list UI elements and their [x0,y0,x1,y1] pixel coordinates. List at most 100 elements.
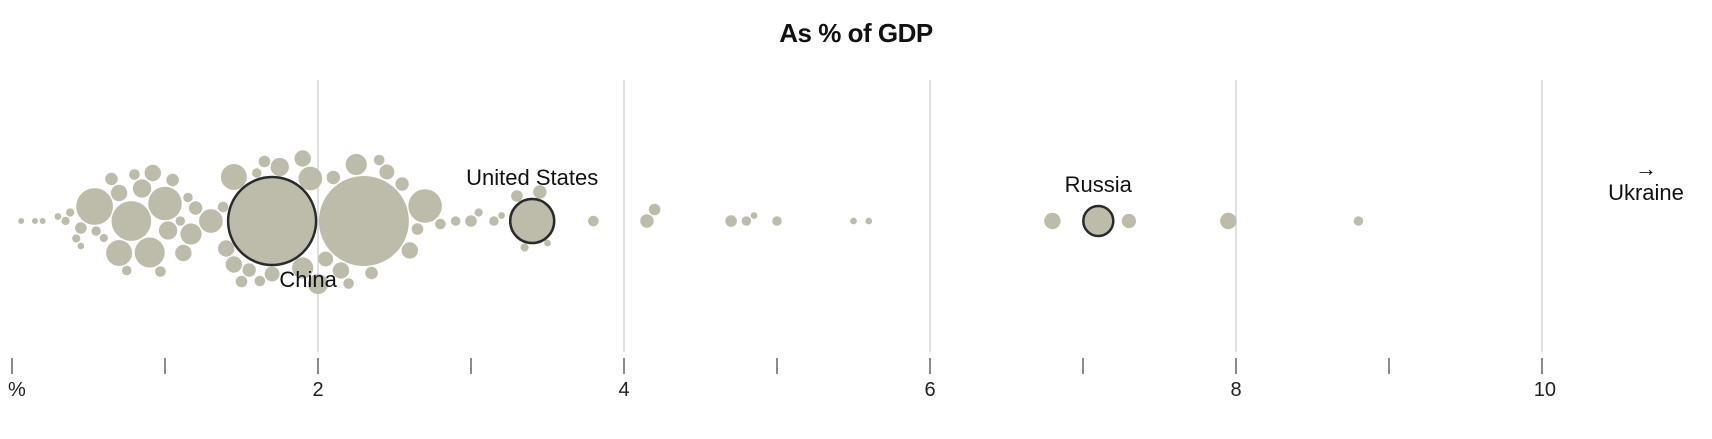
grid-lines [317,80,1543,352]
data-point [132,179,152,198]
data-point [298,166,323,191]
axis-tick-label: 2 [312,379,323,401]
label-china: China [279,267,337,292]
data-point [401,242,419,259]
data-point [66,208,75,217]
data-point [252,168,262,178]
chart-title: As % of GDP [779,18,933,48]
data-point [1044,212,1061,230]
data-point [72,234,81,243]
data-point [99,233,108,243]
data-point [850,217,857,225]
data-point [77,242,85,250]
data-point [155,266,166,277]
data-point [91,226,101,236]
data-point [373,154,385,166]
label-united-states: United States [466,165,598,190]
data-point [741,216,752,226]
data-points [18,150,1364,295]
data-point [175,216,186,226]
data-point [648,203,661,216]
highlight-point-china [226,175,318,267]
data-point [520,243,529,252]
data-point [294,150,311,167]
data-point [264,266,280,282]
data-point [106,240,133,266]
data-point [588,215,599,227]
data-point [122,265,132,276]
data-point [326,170,341,185]
callout-labels: China United States Russia →Ukraine [279,156,1684,292]
x-axis: % 2 4 6 8 10 [8,358,1556,401]
label-ukraine: Ukraine [1608,180,1684,205]
data-point [183,192,193,203]
data-point [1220,212,1237,230]
data-point [199,209,223,233]
axis-tick-label: 8 [1230,379,1241,401]
data-point [318,176,409,266]
data-point [725,215,737,227]
data-point [411,223,424,235]
data-point [144,164,161,182]
data-point [166,173,179,187]
axis-tick-label: 4 [618,379,629,401]
data-point [544,239,551,247]
data-point [450,216,461,226]
data-point [465,215,477,227]
highlight-point-russia [1082,204,1115,238]
data-point [1353,216,1364,226]
data-point [318,251,334,267]
data-point [148,186,182,221]
data-point [345,153,367,176]
data-point [258,155,271,168]
data-point [365,266,378,280]
highlighted-points [226,175,1115,267]
data-point [180,223,202,245]
data-point [31,218,38,224]
axis-tick-label: % [8,379,26,401]
data-point [129,169,140,180]
data-point [217,201,229,213]
data-point [39,218,46,224]
axis-tick-label: 6 [924,379,935,401]
data-point [54,213,62,220]
offscale-arrow: → [1635,156,1657,181]
data-point [435,218,446,230]
data-point [225,256,243,273]
label-russia: Russia [1065,172,1133,197]
data-point [474,208,483,217]
data-point [76,188,113,225]
data-point [379,164,395,180]
data-point [292,257,314,279]
highlight-point-united-states [508,197,556,245]
data-point [220,164,247,190]
data-point [750,212,758,219]
data-point [640,214,654,228]
data-point [408,189,442,223]
data-point [865,217,873,225]
data-point [772,216,782,226]
data-point [235,275,248,288]
data-point [61,216,70,226]
data-point [111,201,152,241]
data-point [270,157,289,177]
data-point [332,262,350,279]
data-point [395,177,409,191]
data-point [188,201,203,215]
data-point [75,222,87,234]
data-point [242,263,256,277]
data-point [134,237,165,268]
data-point [511,190,523,202]
data-point [217,240,235,257]
axis-tick-label: 10 [1534,379,1556,401]
data-point [18,218,25,224]
data-point [307,273,329,295]
data-point [158,221,178,240]
data-point [254,275,266,287]
data-point [489,216,499,226]
data-point [1121,213,1137,229]
data-point [175,244,192,262]
data-point [105,172,118,186]
data-point [110,184,128,202]
